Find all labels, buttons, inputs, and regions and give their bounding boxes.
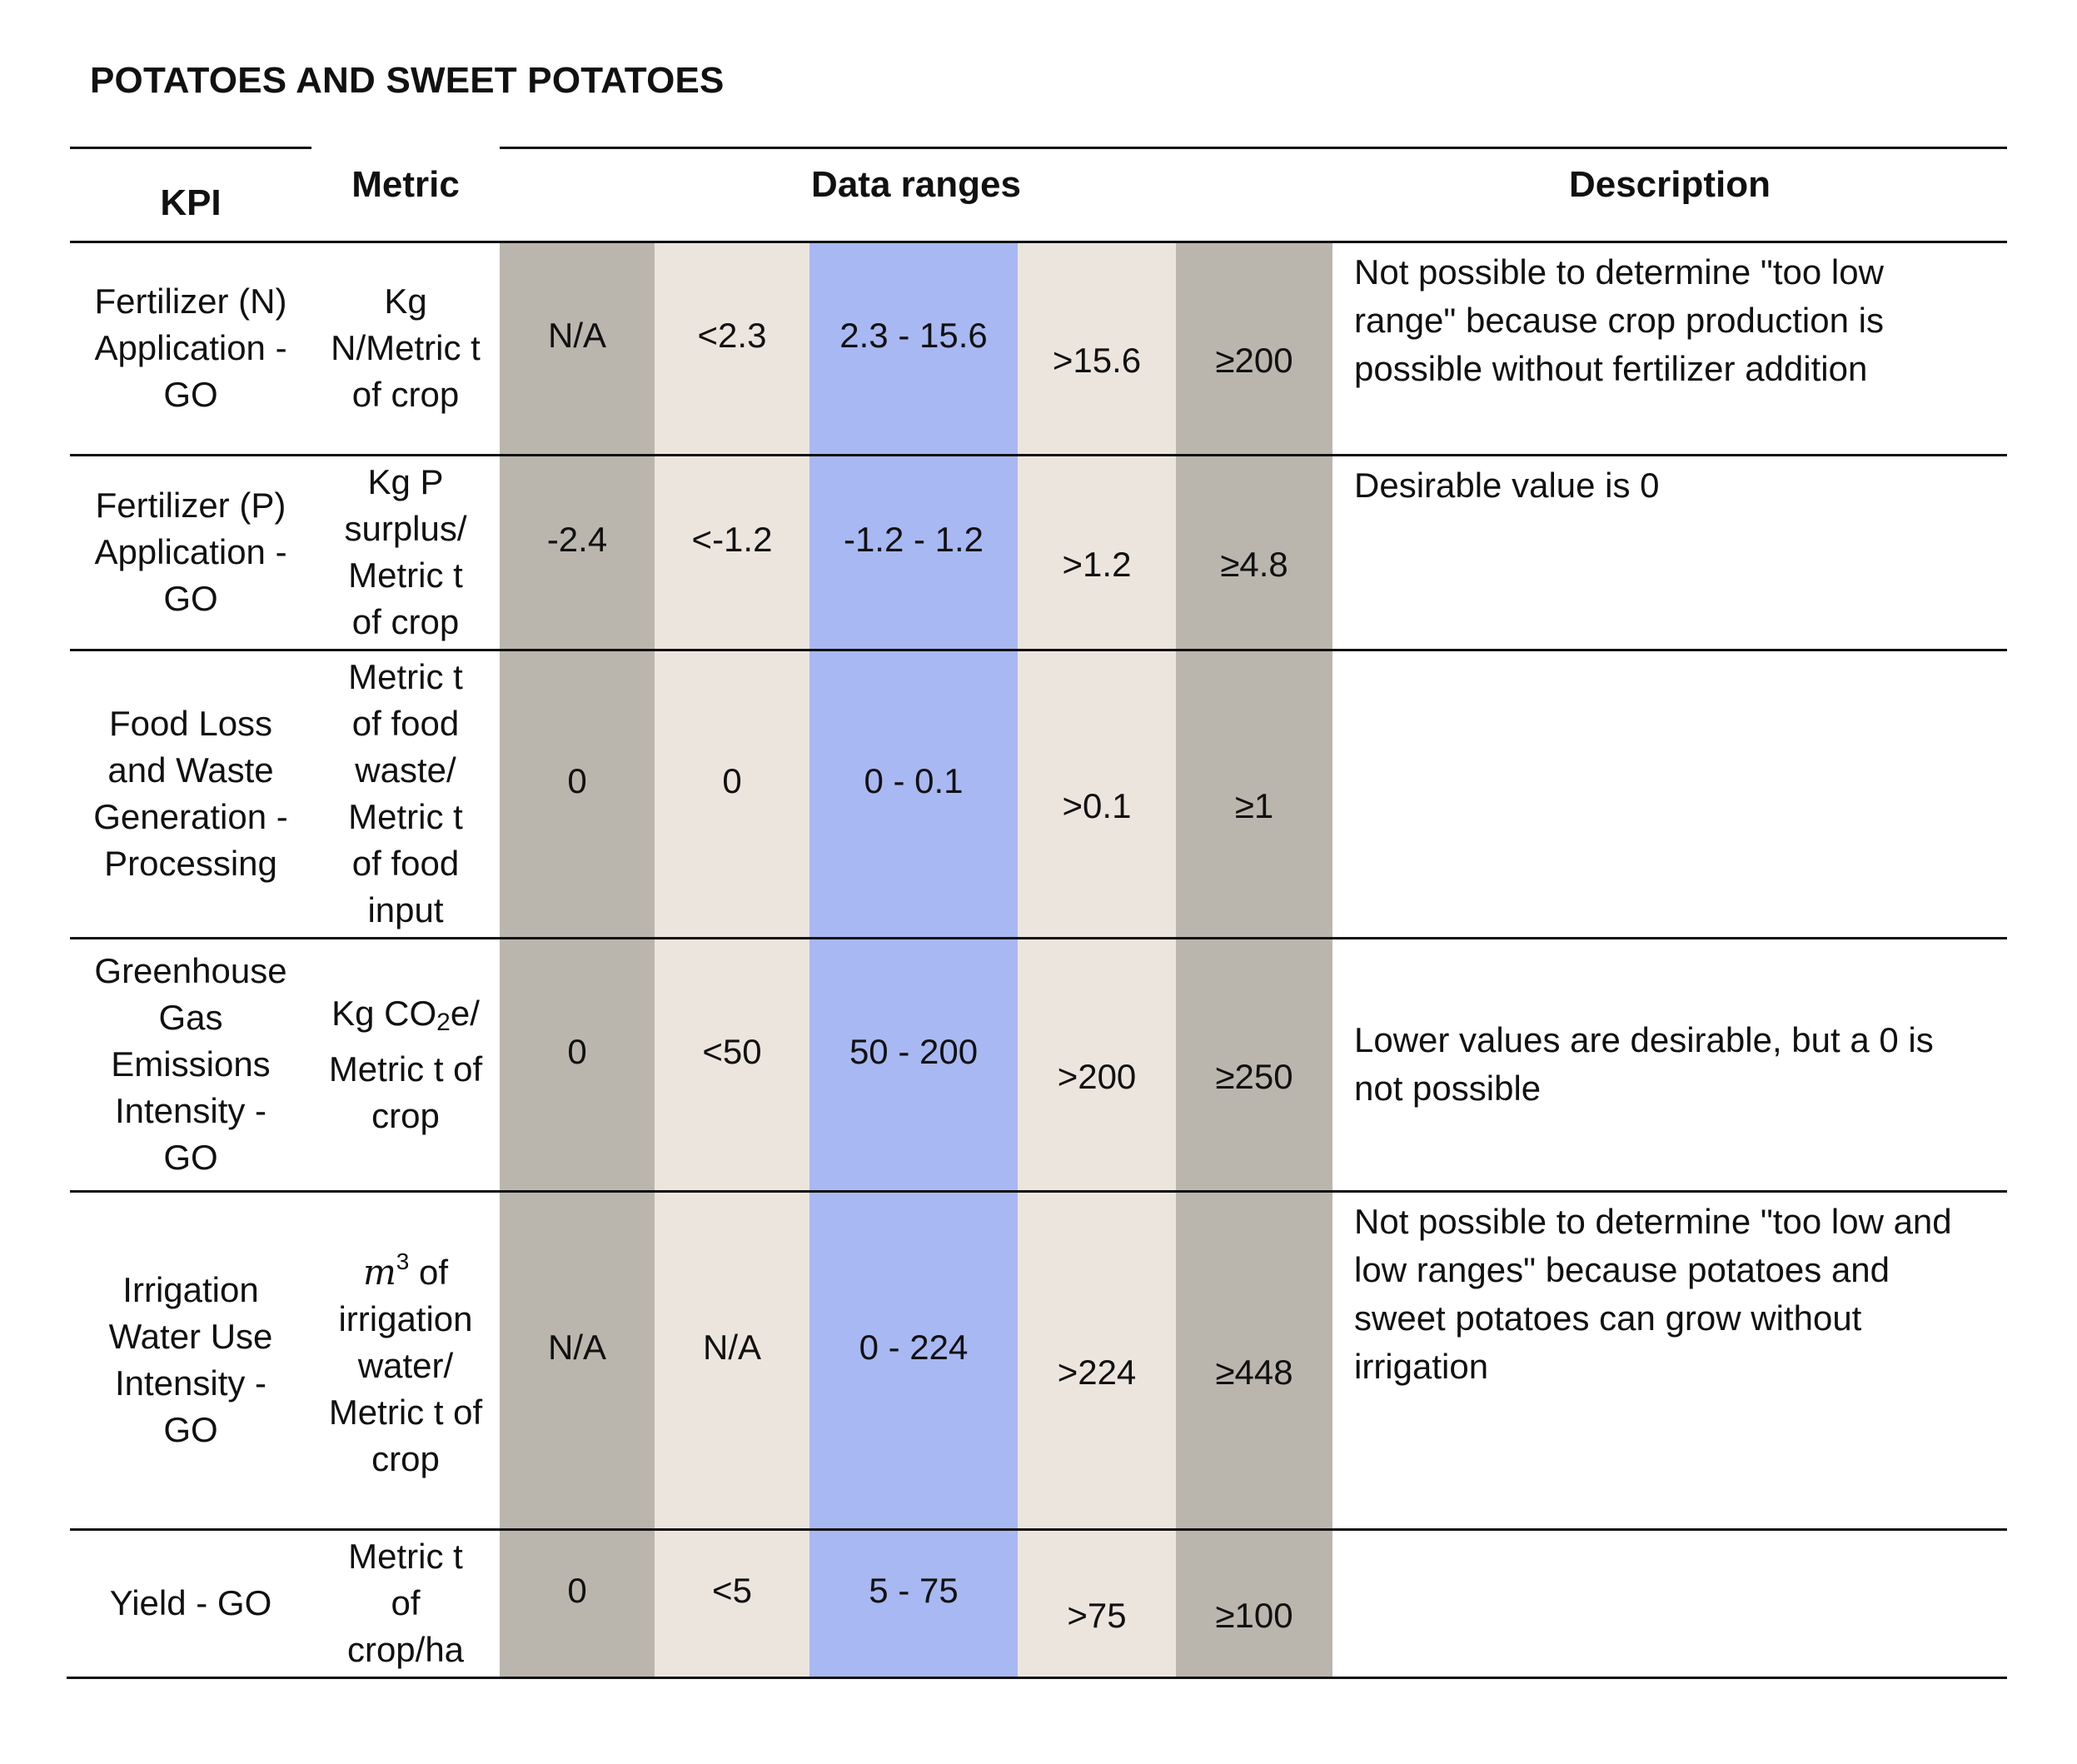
header-rule [70,241,2007,243]
range-low: <50 [655,938,809,1191]
range-target: -1.2 - 1.2 [809,455,1018,650]
table-row-description: Desirable value is 0 [1354,466,1660,505]
table-row-description [1332,650,2007,938]
range-too-low: N/A [500,1191,655,1529]
table-bottom-rule [67,1677,2007,1679]
range-high: >224 [1018,1191,1176,1529]
range-low: <5 [655,1529,809,1677]
table-row-kpi: Yield - GO [109,1583,272,1622]
range-low: <2.3 [655,242,809,455]
table-row-kpi: Food Loss and Waste Generation - Process… [93,704,288,883]
metric-water-text: m3 of irrigation water/ Metric t of crop [328,1248,483,1478]
table-row-metric: Kg CO2e/ Metric t of crop [311,938,500,1191]
row-divider [70,937,2007,939]
range-low: 0 [655,650,809,938]
table-row-description: Not possible to determine "too low range… [1354,252,1884,388]
table-top-rule [70,147,311,149]
range-target: 2.3 - 15.6 [809,242,1018,455]
range-target: 0 - 224 [809,1191,1018,1529]
range-too-low: -2.4 [500,455,655,650]
range-target: 50 - 200 [809,938,1018,1191]
range-target: 5 - 75 [809,1529,1018,1677]
range-too-high: ≥448 [1176,1191,1332,1529]
table-row-description: Not possible to determine "too low and l… [1354,1202,1952,1386]
range-too-high: ≥1 [1176,650,1332,938]
range-low: N/A [655,1191,809,1529]
range-too-low: 0 [500,938,655,1191]
table-row-metric: Metric t of crop/ha [346,1537,465,1669]
table-row-kpi: Fertilizer (N) Application - GO [94,282,287,414]
row-divider [70,1190,2007,1193]
table-row-description: Lower values are desirable, but a 0 is n… [1354,1020,1934,1108]
range-too-high: ≥250 [1176,938,1332,1191]
table-row-metric: Kg P surplus/ Metric t of crop [344,462,467,641]
header-kpi: KPI [160,182,222,223]
range-too-high: ≥100 [1176,1529,1332,1677]
page-title: POTATOES AND SWEET POTATOES [90,60,725,101]
range-high: >1.2 [1018,455,1176,650]
table-row-kpi: Irrigation Water Use Intensity - GO [108,1270,273,1449]
header-metric: Metric [351,164,460,205]
row-divider [70,454,2007,456]
range-high: >200 [1018,938,1176,1191]
range-too-low: 0 [500,1529,655,1677]
table-top-rule [500,147,2007,149]
range-high: >15.6 [1018,242,1176,455]
table-row-kpi: Fertilizer (P) Application - GO [94,486,287,618]
row-divider [70,649,2007,651]
row-divider [70,1528,2007,1531]
table-row-kpi: Greenhouse Gas Emissions Intensity - GO [94,951,287,1177]
range-too-low: N/A [500,242,655,455]
range-too-high: ≥4.8 [1176,455,1332,650]
table-row-metric: Metric t of food waste/ Metric t of food… [348,657,463,929]
range-low: <-1.2 [655,455,809,650]
kpi-table: KPI Metric Data ranges Description Ferti… [67,147,2007,1681]
range-too-low: 0 [500,650,655,938]
range-too-high: ≥200 [1176,242,1332,455]
table-row-metric: m3 of irrigation water/ Metric t of crop [311,1191,500,1529]
range-high: >0.1 [1018,650,1176,938]
header-description: Description [1568,164,1771,205]
table-row-description [1332,1529,2007,1677]
metric-co2-text: Kg CO2e/ Metric t of crop [328,993,483,1135]
range-high: >75 [1018,1529,1176,1677]
table-row-metric: Kg N/Metric t of crop [331,282,481,414]
range-target: 0 - 0.1 [809,650,1018,938]
header-data-ranges: Data ranges [811,164,1021,205]
